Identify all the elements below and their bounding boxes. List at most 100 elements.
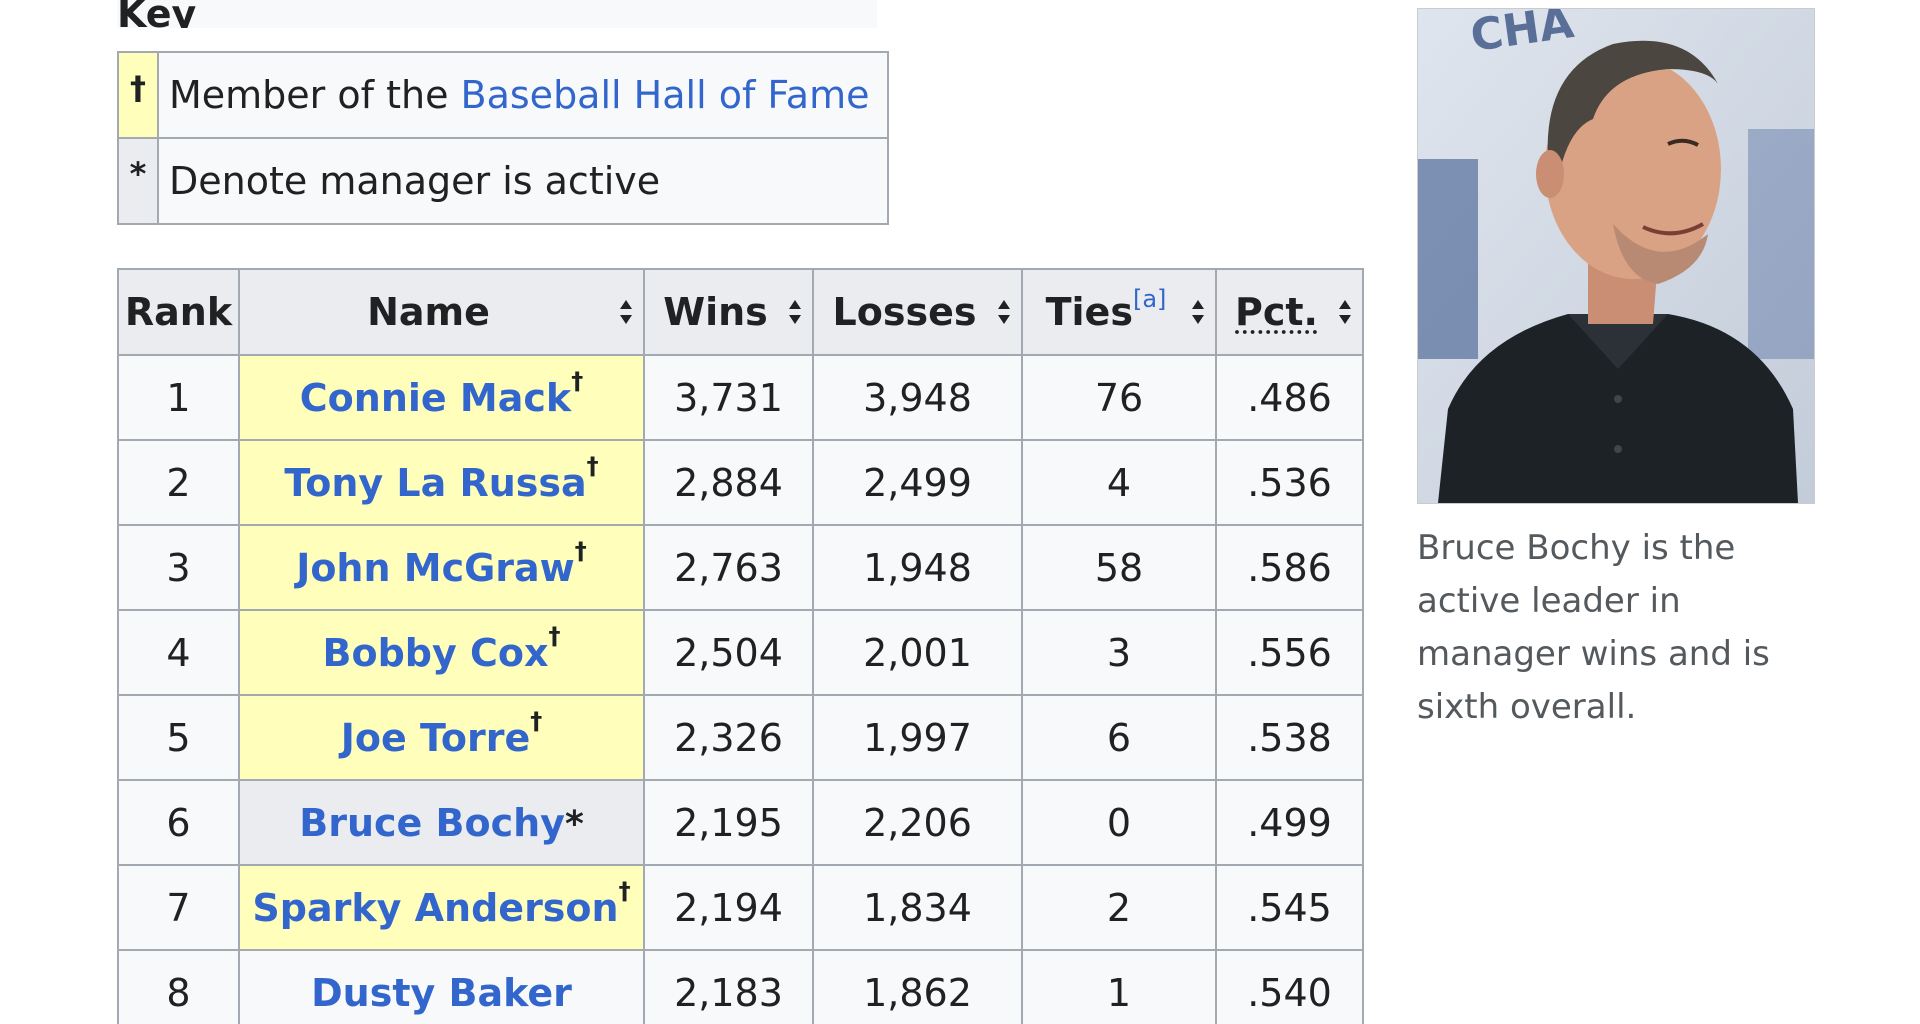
name-cell: Connie Mack† xyxy=(238,354,645,441)
name-cell: Sparky Anderson† xyxy=(238,864,645,951)
pct-cell: .556 xyxy=(1215,609,1364,696)
dagger-symbol: † xyxy=(117,51,159,139)
header-name[interactable]: Name xyxy=(238,268,645,356)
ties-cell: 58 xyxy=(1021,524,1217,611)
pct-cell: .538 xyxy=(1215,694,1364,781)
name-cell: Bobby Cox† xyxy=(238,609,645,696)
manager-link[interactable]: Joe Torre xyxy=(340,715,531,760)
table-row: 4 Bobby Cox† 2,504 2,001 3 .556 xyxy=(117,609,1364,696)
rank-cell: 8 xyxy=(117,949,240,1024)
wins-cell: 2,504 xyxy=(643,609,814,696)
wins-cell: 2,183 xyxy=(643,949,814,1024)
header-ties-wrap: Ties[a] xyxy=(1045,287,1167,334)
rank-cell: 1 xyxy=(117,354,240,441)
pct-cell: .540 xyxy=(1215,949,1364,1024)
table-header-row: Rank Name Wins Losses Ties[a] Pct. xyxy=(117,268,1364,356)
key-hof-description: Member of the Baseball Hall of Fame xyxy=(157,51,889,139)
key-row-hof: † Member of the Baseball Hall of Fame xyxy=(117,51,889,139)
header-pct-label: Pct. xyxy=(1235,290,1318,334)
pct-cell: .545 xyxy=(1215,864,1364,951)
key-title: Key xyxy=(117,0,877,28)
ties-cell: 4 xyxy=(1021,439,1217,526)
rank-cell: 2 xyxy=(117,439,240,526)
pct-cell: .586 xyxy=(1215,524,1364,611)
losses-cell: 1,862 xyxy=(812,949,1023,1024)
table-row: 7 Sparky Anderson† 2,194 1,834 2 .545 xyxy=(117,864,1364,951)
header-rank: Rank xyxy=(117,268,240,356)
rank-cell: 4 xyxy=(117,609,240,696)
manager-link[interactable]: Bobby Cox xyxy=(322,630,549,675)
losses-cell: 2,206 xyxy=(812,779,1023,866)
losses-cell: 2,499 xyxy=(812,439,1023,526)
name-cell: Tony La Russa† xyxy=(238,439,645,526)
losses-cell: 1,948 xyxy=(812,524,1023,611)
pct-cell: .499 xyxy=(1215,779,1364,866)
rank-cell: 5 xyxy=(117,694,240,781)
asterisk-symbol: * xyxy=(117,137,159,225)
losses-cell: 1,997 xyxy=(812,694,1023,781)
pct-cell: .486 xyxy=(1215,354,1364,441)
ties-cell: 0 xyxy=(1021,779,1217,866)
table-row: 2 Tony La Russa† 2,884 2,499 4 .536 xyxy=(117,439,1364,526)
losses-cell: 2,001 xyxy=(812,609,1023,696)
sort-icon[interactable] xyxy=(788,299,802,325)
hof-mark: † xyxy=(530,706,543,735)
header-losses[interactable]: Losses xyxy=(812,268,1023,356)
table-row: 3 John McGraw† 2,763 1,948 58 .586 xyxy=(117,524,1364,611)
header-losses-label: Losses xyxy=(832,290,977,334)
name-cell: Bruce Bochy* xyxy=(238,779,645,866)
table-row: 6 Bruce Bochy* 2,195 2,206 0 .499 xyxy=(117,779,1364,866)
key-table: † Member of the Baseball Hall of Fame * … xyxy=(117,51,889,225)
key-row-active: * Denote manager is active xyxy=(117,137,889,225)
ties-cell: 6 xyxy=(1021,694,1217,781)
sort-icon[interactable] xyxy=(1191,299,1205,325)
ties-footnote-link[interactable]: [a] xyxy=(1132,285,1167,313)
header-ties[interactable]: Ties[a] xyxy=(1021,268,1217,356)
header-wins-label: Wins xyxy=(663,290,768,334)
header-pct[interactable]: Pct. xyxy=(1215,268,1364,356)
managers-table: Rank Name Wins Losses Ties[a] Pct. 1 Con… xyxy=(117,268,1364,1024)
hall-of-fame-link[interactable]: Baseball Hall of Fame xyxy=(460,73,870,117)
ties-cell: 3 xyxy=(1021,609,1217,696)
rank-cell: 3 xyxy=(117,524,240,611)
table-row: 1 Connie Mack† 3,731 3,948 76 .486 xyxy=(117,354,1364,441)
photo-caption: Bruce Bochy is the active leader in mana… xyxy=(1417,528,1770,727)
manager-link[interactable]: Connie Mack xyxy=(299,375,572,420)
wins-cell: 2,326 xyxy=(643,694,814,781)
bruce-bochy-photo[interactable]: CHA xyxy=(1417,8,1815,504)
name-cell: Dusty Baker xyxy=(238,949,645,1024)
losses-cell: 3,948 xyxy=(812,354,1023,441)
pct-cell: .536 xyxy=(1215,439,1364,526)
hof-mark: † xyxy=(548,621,561,650)
name-cell: John McGraw† xyxy=(238,524,645,611)
portrait-image: CHA xyxy=(1418,9,1814,503)
manager-link[interactable]: Dusty Baker xyxy=(311,970,572,1015)
manager-link[interactable]: John McGraw xyxy=(296,545,575,590)
ties-cell: 76 xyxy=(1021,354,1217,441)
wins-cell: 2,763 xyxy=(643,524,814,611)
hof-mark: † xyxy=(571,366,584,395)
manager-link[interactable]: Bruce Bochy xyxy=(299,800,565,845)
wins-cell: 2,195 xyxy=(643,779,814,866)
hof-mark: † xyxy=(574,536,587,565)
ties-cell: 1 xyxy=(1021,949,1217,1024)
hof-mark: † xyxy=(586,451,599,480)
manager-link[interactable]: Sparky Anderson xyxy=(252,885,619,930)
table-row: 5 Joe Torre† 2,326 1,997 6 .538 xyxy=(117,694,1364,781)
sort-icon[interactable] xyxy=(1338,299,1352,325)
wins-cell: 2,884 xyxy=(643,439,814,526)
name-cell: Joe Torre† xyxy=(238,694,645,781)
wins-cell: 2,194 xyxy=(643,864,814,951)
sort-icon[interactable] xyxy=(997,299,1011,325)
rank-cell: 6 xyxy=(117,779,240,866)
header-ties-label: Ties xyxy=(1045,290,1133,334)
header-wins[interactable]: Wins xyxy=(643,268,814,356)
sort-icon[interactable] xyxy=(619,299,633,325)
header-name-label: Name xyxy=(367,290,490,334)
key-active-description: Denote manager is active xyxy=(157,137,889,225)
manager-link[interactable]: Tony La Russa xyxy=(284,460,587,505)
ties-cell: 2 xyxy=(1021,864,1217,951)
key-hof-text: Member of the xyxy=(169,73,461,117)
table-row: 8 Dusty Baker 2,183 1,862 1 .540 xyxy=(117,949,1364,1024)
